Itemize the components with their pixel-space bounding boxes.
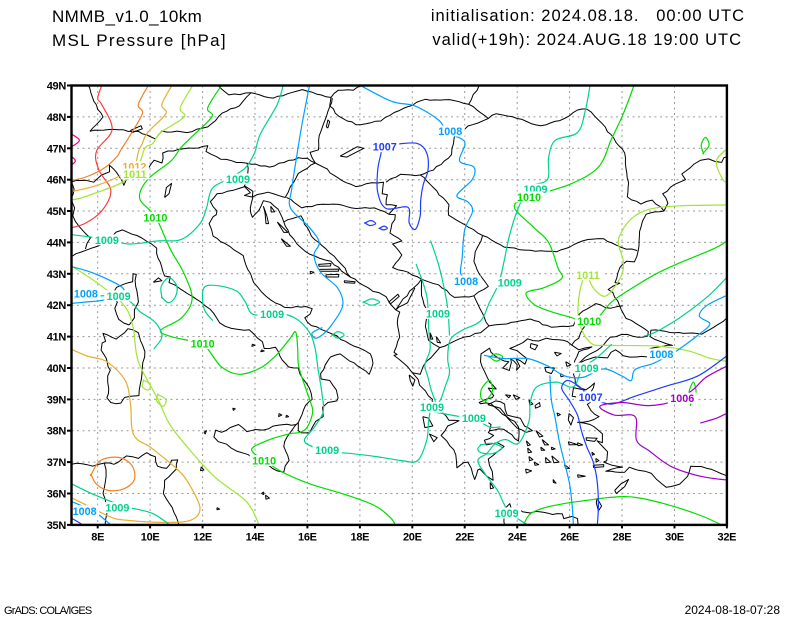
svg-text:GrADS: COLA/IGES: GrADS: COLA/IGES (4, 605, 92, 617)
svg-text:44N: 44N (47, 237, 67, 249)
svg-text:1006: 1006 (670, 393, 694, 405)
svg-text:1009: 1009 (462, 413, 486, 425)
svg-text:1011: 1011 (576, 270, 599, 282)
svg-text:1009: 1009 (426, 308, 450, 320)
svg-text:32E: 32E (718, 531, 737, 543)
svg-text:1008: 1008 (649, 349, 673, 361)
svg-text:1011: 1011 (123, 169, 146, 181)
svg-text:35N: 35N (47, 520, 67, 532)
svg-text:47N: 47N (47, 143, 67, 155)
svg-text:22E: 22E (455, 531, 474, 543)
svg-text:37N: 37N (47, 457, 67, 469)
svg-text:1009: 1009 (495, 508, 519, 520)
svg-text:28E: 28E (613, 531, 632, 543)
svg-text:1008: 1008 (74, 288, 98, 300)
svg-text:1009: 1009 (260, 309, 284, 321)
svg-text:2024-08-18-07:28: 2024-08-18-07:28 (685, 603, 781, 617)
svg-text:16E: 16E (298, 531, 317, 543)
svg-text:48N: 48N (47, 112, 67, 124)
svg-text:46N: 46N (47, 175, 67, 187)
svg-text:1009: 1009 (498, 278, 522, 290)
svg-text:20E: 20E (403, 531, 422, 543)
svg-text:1009: 1009 (105, 503, 129, 515)
svg-text:1009: 1009 (315, 445, 339, 457)
svg-text:1009: 1009 (107, 291, 131, 303)
svg-text:NMMB_v1.0_10km: NMMB_v1.0_10km (52, 7, 202, 26)
svg-text:1010: 1010 (143, 212, 167, 224)
svg-text:24E: 24E (508, 531, 527, 543)
svg-text:14E: 14E (246, 531, 265, 543)
svg-text:1007: 1007 (579, 392, 603, 404)
svg-text:1010: 1010 (252, 456, 276, 468)
svg-text:1009: 1009 (420, 402, 444, 414)
svg-text:41N: 41N (47, 332, 67, 344)
svg-text:valid(+19h): 2024.AUG.18 19:00: valid(+19h): 2024.AUG.18 19:00 UTC (432, 31, 742, 49)
svg-text:1010: 1010 (577, 316, 601, 328)
svg-text:1009: 1009 (226, 174, 250, 186)
svg-text:10E: 10E (141, 531, 160, 543)
svg-text:1009: 1009 (95, 235, 119, 247)
svg-text:38N: 38N (47, 426, 67, 438)
svg-text:12E: 12E (193, 531, 212, 543)
svg-text:1009: 1009 (575, 363, 599, 375)
svg-text:30E: 30E (665, 531, 684, 543)
svg-text:40N: 40N (47, 363, 67, 375)
svg-text:8E: 8E (91, 531, 104, 543)
svg-text:1008: 1008 (73, 506, 97, 518)
svg-text:39N: 39N (47, 394, 67, 406)
svg-text:1010: 1010 (517, 192, 541, 204)
svg-text:18E: 18E (351, 531, 370, 543)
svg-text:1007: 1007 (373, 142, 397, 154)
svg-text:36N: 36N (47, 489, 67, 501)
svg-text:initialisation: 2024.08.18.: initialisation: 2024.08.18. 00:00 UTC (431, 7, 745, 25)
svg-text:1008: 1008 (438, 126, 462, 138)
svg-text:1010: 1010 (191, 339, 215, 351)
svg-text:43N: 43N (47, 269, 67, 281)
svg-text:26E: 26E (560, 531, 579, 543)
svg-text:MSL Pressure [hPa]: MSL Pressure [hPa] (52, 31, 227, 50)
svg-text:45N: 45N (47, 206, 67, 218)
svg-text:1008: 1008 (454, 276, 478, 288)
svg-text:42N: 42N (47, 300, 67, 312)
svg-text:49N: 49N (47, 81, 67, 93)
